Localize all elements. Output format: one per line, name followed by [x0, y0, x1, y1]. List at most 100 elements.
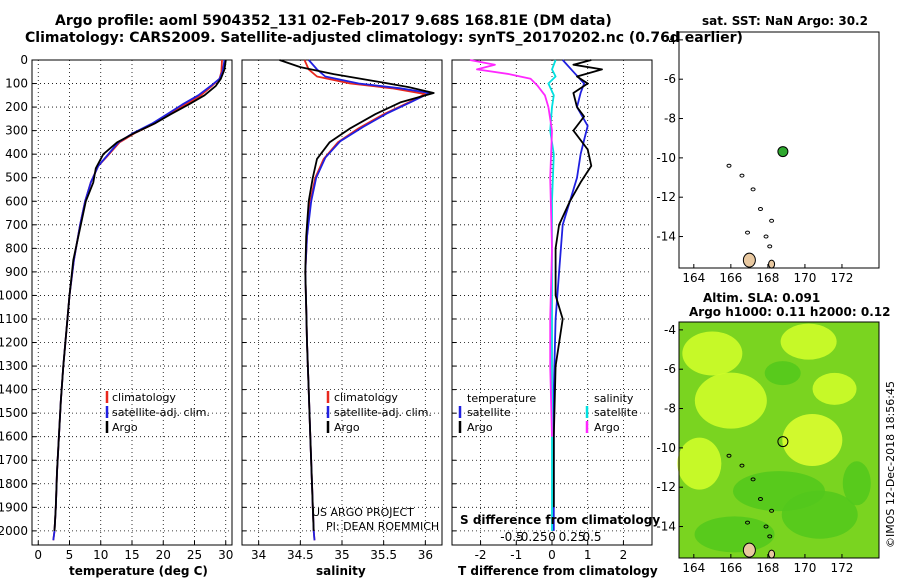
x-tick-label: 5 — [66, 548, 74, 562]
lon-tick-label: 172 — [831, 561, 854, 575]
island-outline — [769, 508, 775, 513]
x-tick-label: 35.5 — [370, 548, 397, 562]
lat-tick-label: -6 — [664, 72, 676, 86]
lat-tick-label: -4 — [664, 323, 676, 337]
legend-climatology-label: climatology — [334, 391, 398, 404]
sla-map-subtitle: Argo h1000: 0.11 h2000: 0.12 — [689, 305, 890, 319]
legend-s-argo-label: Argo — [594, 421, 620, 434]
x-tick-label: 25 — [187, 548, 202, 562]
depth-tick-label: 900 — [5, 265, 28, 279]
sla-anomaly-patch — [677, 437, 722, 490]
legend-argo-label: Argo — [334, 421, 360, 434]
s-tick-label: 0 — [548, 530, 556, 544]
landmass — [768, 259, 776, 269]
lat-tick-label: -8 — [664, 112, 676, 126]
depth-tick-label: 1000 — [0, 288, 28, 302]
island-outline — [726, 163, 732, 168]
series-line-t-argo — [552, 59, 603, 508]
series-line-argo — [279, 59, 435, 531]
lat-tick-label: -12 — [656, 480, 676, 494]
s-tick-label: -0.25 — [516, 530, 547, 544]
difference-legend: temperature satellite Argo salinity sate… — [458, 392, 638, 434]
sla-anomaly-patch — [781, 490, 858, 539]
x-tick-label: -1 — [510, 548, 522, 562]
series-line-s-argo — [469, 59, 553, 437]
difference-xlabel: T difference from climatology — [458, 564, 658, 578]
credit-line-1: US ARGO PROJECT — [312, 506, 414, 519]
series-line-t-satellite — [552, 59, 589, 531]
header-line-2: Climatology: CARS2009. Satellite-adjuste… — [25, 30, 743, 46]
imos-timestamp: ©IMOS 12-Dec-2018 18:56:45 — [884, 381, 897, 548]
argo-position-marker — [777, 436, 789, 448]
depth-tick-label: 1800 — [0, 477, 28, 491]
series-line-satellite-adj-clim- — [304, 59, 431, 541]
lon-tick-label: 170 — [793, 561, 816, 575]
legend-satellite-label: satellite-adj. clim. — [334, 406, 432, 419]
x-tick-label: -2 — [475, 548, 487, 562]
legend-t-argo-label: Argo — [467, 421, 493, 434]
legend-argo-label: Argo — [112, 421, 138, 434]
x-tick-label: 20 — [156, 548, 171, 562]
depth-tick-label: 200 — [5, 100, 28, 114]
x-tick-label: 1 — [584, 548, 592, 562]
depth-tick-label: 1500 — [0, 406, 28, 420]
s-tick-label: -0.5 — [500, 530, 523, 544]
s-tick-label: 0.5 — [582, 530, 601, 544]
lon-tick-label: 164 — [682, 271, 705, 285]
sla-anomaly-patch — [694, 516, 775, 553]
x-tick-label: 15 — [124, 548, 139, 562]
legend-s-satellite-label: satellite — [594, 406, 638, 419]
x-tick-label: 0 — [548, 548, 556, 562]
island-outline — [739, 463, 745, 468]
depth-tick-label: 1400 — [0, 383, 28, 397]
sla-anomaly-patch — [694, 372, 767, 429]
lon-tick-label: 166 — [719, 561, 742, 575]
island-outline — [763, 524, 769, 529]
x-tick-label: 35 — [334, 548, 349, 562]
depth-tick-label: 1100 — [0, 312, 28, 326]
salinity-legend: climatology satellite-adj. clim. Argo — [326, 391, 432, 434]
lat-tick-label: -6 — [664, 362, 676, 376]
lon-tick-label: 168 — [756, 271, 779, 285]
lat-tick-label: -8 — [664, 402, 676, 416]
argo-position-marker — [777, 146, 789, 158]
depth-tick-label: 1900 — [0, 500, 28, 514]
depth-tick-label: 1600 — [0, 430, 28, 444]
lon-tick-label: 168 — [756, 561, 779, 575]
series-line-argo — [53, 59, 227, 531]
sst-map: 164 166 168 170 172 -4 -6 -8 -10 -12 -14 — [656, 31, 880, 285]
sla-map-title: Altim. SLA: 0.091 — [703, 291, 820, 305]
island-outline — [757, 497, 763, 501]
s-tick-label: 0.25 — [559, 530, 586, 544]
depth-tick-label: 2000 — [0, 524, 28, 538]
map-frame — [678, 321, 880, 559]
salinity-profile-chart: 34 34.5 35 35.5 36 — [241, 59, 443, 562]
x-tick-label: 34.5 — [287, 548, 314, 562]
sla-anomaly-patch — [764, 361, 801, 386]
depth-tick-label: 800 — [5, 241, 28, 255]
island-outline — [750, 187, 756, 192]
island-outline — [745, 230, 751, 235]
difference-x2label: S difference from climatology — [460, 513, 660, 527]
depth-tick-label: 400 — [5, 147, 28, 161]
island-outline — [767, 534, 773, 539]
depth-tick-label: 300 — [5, 124, 28, 138]
x-tick-label: 2 — [620, 548, 628, 562]
x-tick-label: 10 — [93, 548, 108, 562]
x-tick-label: 34 — [251, 548, 266, 562]
sla-anomaly-patch — [812, 372, 857, 405]
depth-tick-label: 600 — [5, 194, 28, 208]
landmass — [742, 542, 756, 558]
depth-tick-label: 1700 — [0, 453, 28, 467]
lat-tick-label: -12 — [656, 190, 676, 204]
legend-satellite-label: satellite-adj. clim. — [112, 406, 210, 419]
depth-tick-label: 1200 — [0, 336, 28, 350]
sla-anomaly-patch — [782, 414, 843, 466]
island-outline — [726, 453, 732, 458]
legend-temperature-title: temperature — [467, 392, 536, 405]
lat-tick-label: -14 — [656, 230, 676, 244]
series-line-climatology — [303, 59, 427, 541]
landmass — [768, 549, 776, 559]
x-tick-label: 30 — [218, 548, 233, 562]
